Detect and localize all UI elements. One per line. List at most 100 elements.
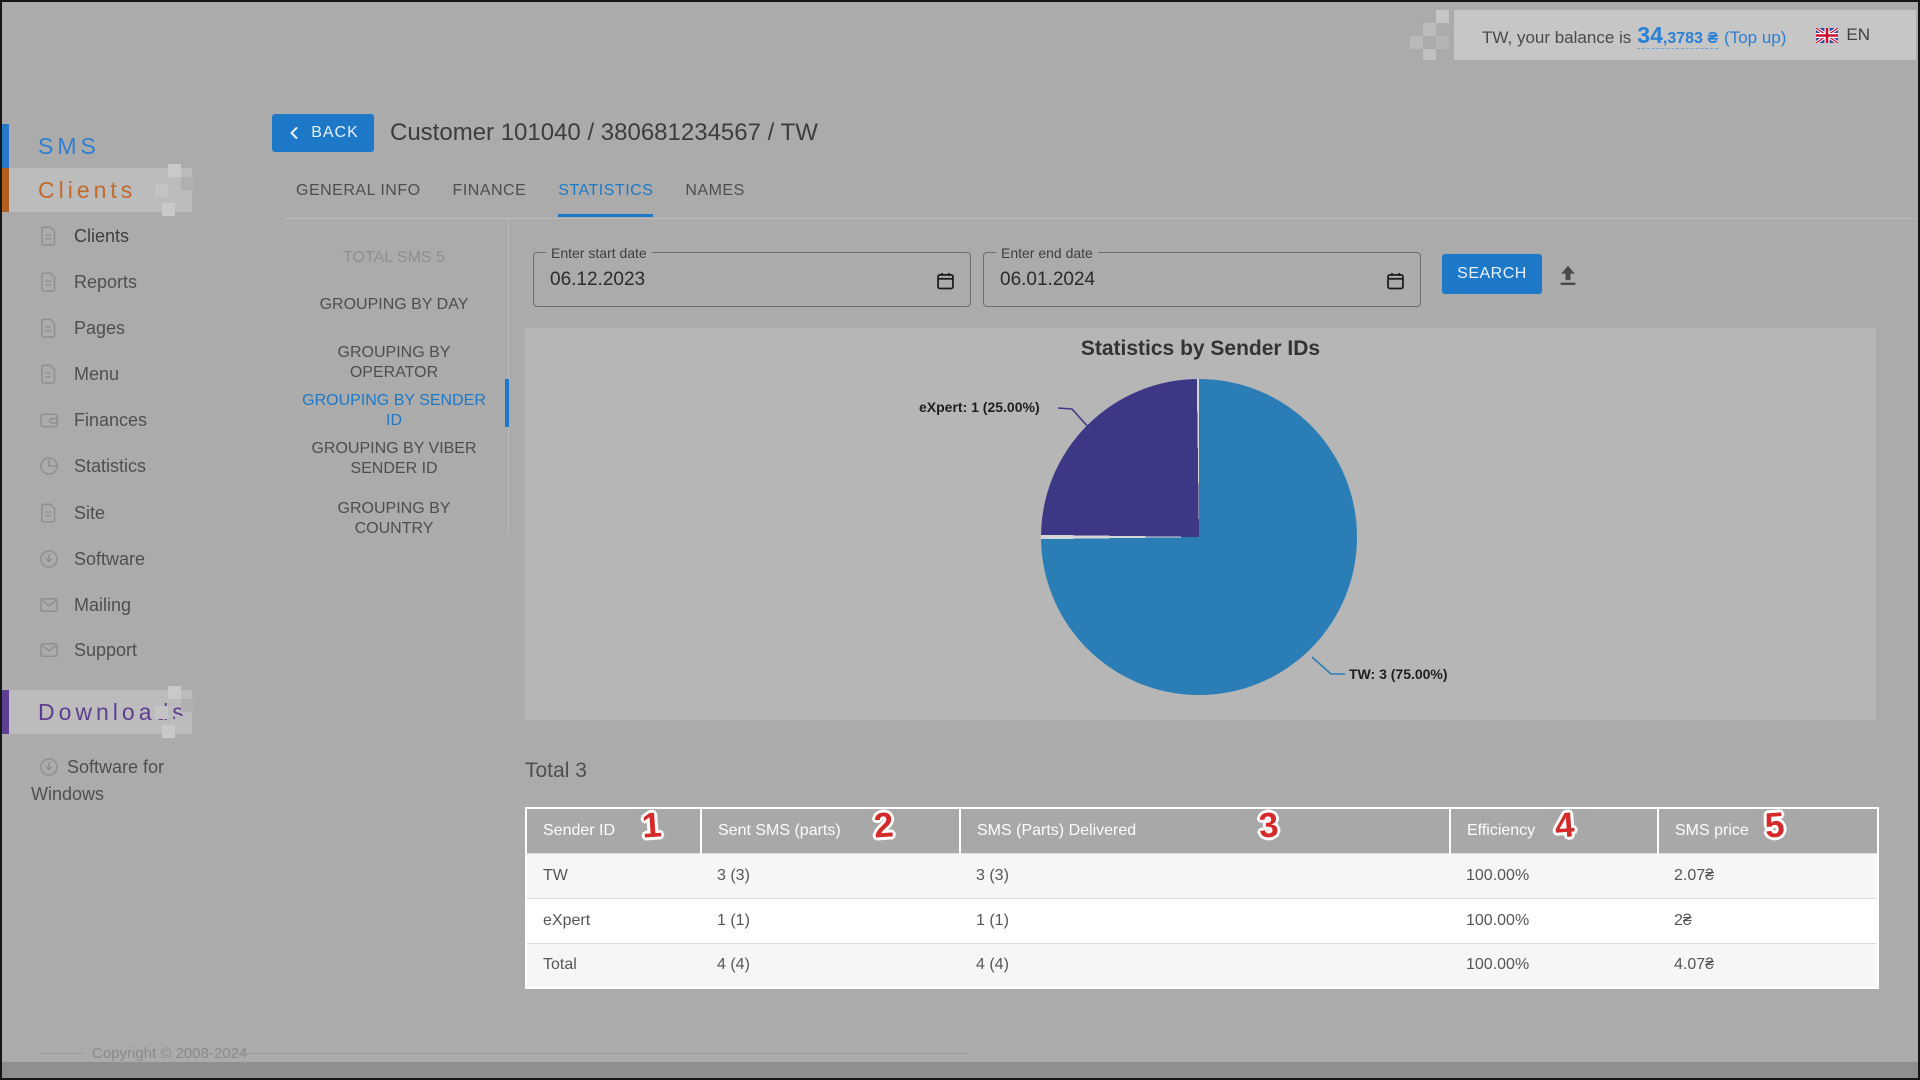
- annotation-badge-5: 5: [1764, 805, 1786, 846]
- sidebar-item-label: Mailing: [74, 595, 131, 616]
- end-date-input[interactable]: [1000, 253, 1330, 306]
- sidebar-item-site[interactable]: Site: [2, 490, 267, 536]
- col-sender-id: Sender ID1: [526, 808, 701, 853]
- sidebar-item-label: Software: [74, 549, 145, 570]
- sidebar-item-label: Statistics: [74, 456, 146, 477]
- tab-general-info[interactable]: GENERAL INFO: [296, 182, 421, 217]
- annotation-badge-1: 1: [641, 805, 663, 846]
- table-row: TW 3 (3) 3 (3) 100.00% 2.07₴: [526, 853, 1878, 898]
- annotation-badge-2: 2: [873, 805, 895, 846]
- table-total-label: Total 3: [525, 759, 587, 783]
- back-button[interactable]: BACK: [272, 114, 374, 152]
- balance-prefix: TW, your balance is: [1482, 28, 1631, 47]
- envelope-icon: [38, 594, 60, 616]
- statistics-table: Sender ID1 Sent SMS (parts)2 SMS (Parts)…: [525, 807, 1879, 989]
- sidebar-section-downloads[interactable]: Downloads: [2, 690, 192, 734]
- sidebar-item-menu[interactable]: Menu: [2, 351, 267, 397]
- subnav-grouping-by-country[interactable]: GROUPING BY COUNTRY: [301, 499, 487, 539]
- cell-price: 2.07₴: [1658, 853, 1878, 898]
- document-icon: [38, 363, 60, 385]
- sidebar-item-reports[interactable]: Reports: [2, 259, 267, 305]
- cell-efficiency: 100.00%: [1450, 898, 1658, 943]
- tab-statistics[interactable]: STATISTICS: [558, 182, 653, 217]
- wallet-icon: [38, 409, 60, 431]
- sidebar-item-finances[interactable]: Finances: [2, 397, 267, 443]
- pie-leader-lines: [525, 328, 1876, 720]
- sidebar-item-pages[interactable]: Pages: [2, 305, 267, 351]
- end-date-field: Enter end date: [983, 252, 1421, 307]
- document-icon: [38, 502, 60, 524]
- balance-fraction: ,3783 ₴: [1663, 30, 1718, 47]
- sidebar-item-support[interactable]: Support: [2, 627, 267, 673]
- sidebar-section-sms[interactable]: SMS: [2, 124, 192, 168]
- col-efficiency: Efficiency4: [1450, 808, 1658, 853]
- table-row-total: Total 4 (4) 4 (4) 100.00% 4.07₴: [526, 943, 1878, 988]
- document-icon: [38, 317, 60, 339]
- sidebar-item-software[interactable]: Software: [2, 536, 267, 582]
- downloads-accent-bar: [2, 690, 9, 734]
- start-date-field: Enter start date: [533, 252, 971, 307]
- calendar-icon[interactable]: [935, 270, 956, 292]
- search-button[interactable]: SEARCH: [1442, 254, 1542, 294]
- subnav-divider: [508, 219, 509, 534]
- topbar: TW, your balance is 34,3783 ₴ (Top up) EN: [1454, 10, 1916, 60]
- sidebar-section-label: Clients: [38, 177, 136, 204]
- subnav-total-sms: TOTAL SMS 5: [301, 248, 487, 268]
- cell-sent: 1 (1): [701, 898, 960, 943]
- subnav-grouping-by-operator[interactable]: GROUPING BY OPERATOR: [301, 343, 487, 383]
- subnav-grouping-by-day[interactable]: GROUPING BY DAY: [301, 295, 487, 315]
- pie-label-expert: eXpert: 1 (25.00%): [919, 399, 1040, 415]
- sidebar-section-label: SMS: [38, 133, 100, 160]
- document-icon: [38, 225, 60, 247]
- cell-delivered: 3 (3): [960, 853, 1450, 898]
- cell-delivered: 1 (1): [960, 898, 1450, 943]
- table-header-row: Sender ID1 Sent SMS (parts)2 SMS (Parts)…: [526, 808, 1878, 853]
- language-selector[interactable]: EN: [1816, 25, 1870, 45]
- col-sms-price: SMS price5: [1658, 808, 1878, 853]
- tab-bar: GENERAL INFO FINANCE STATISTICS NAMES: [296, 182, 745, 217]
- cell-price: 4.07₴: [1658, 943, 1878, 988]
- annotation-badge-4: 4: [1554, 805, 1576, 846]
- tabs-divider: [285, 218, 1916, 219]
- cell-sender: TW: [526, 853, 701, 898]
- app-window: TW, your balance is34,3783 ₴(Top up) EN …: [0, 0, 1920, 1080]
- chevron-left-icon: [287, 125, 301, 141]
- cell-sender: eXpert: [526, 898, 701, 943]
- export-button[interactable]: [1555, 260, 1585, 290]
- pie-chart-icon: [38, 455, 60, 477]
- envelope-icon: [38, 639, 60, 661]
- sidebar-item-clients[interactable]: Clients: [2, 213, 267, 259]
- download-icon: [38, 548, 60, 570]
- page-title: Customer 101040 / 380681234567 / TW: [390, 119, 818, 147]
- sidebar-section-clients[interactable]: Clients: [2, 168, 192, 212]
- sidebar-item-label: Reports: [74, 272, 137, 293]
- cell-sent: 3 (3): [701, 853, 960, 898]
- balance-text: TW, your balance is 34,3783 ₴ (Top up): [1482, 22, 1786, 49]
- col-sms-delivered: SMS (Parts) Delivered3: [960, 808, 1450, 853]
- footer-divider: [40, 1053, 84, 1054]
- sms-accent-bar: [2, 124, 9, 168]
- sidebar-item-label: Clients: [74, 226, 129, 247]
- copyright-text: Copyright © 2008-2024: [92, 1045, 247, 1062]
- sidebar-item-mailing[interactable]: Mailing: [2, 582, 267, 628]
- cell-sent: 4 (4): [701, 943, 960, 988]
- sidebar-item-statistics[interactable]: Statistics: [2, 443, 267, 489]
- subnav-grouping-by-sender-id[interactable]: GROUPING BY SENDER ID: [301, 391, 487, 431]
- pie-label-tw: TW: 3 (75.00%): [1349, 666, 1448, 682]
- sidebar-item-label: Site: [74, 503, 105, 524]
- sidebar-item-software-for-windows[interactable]: Software for Windows: [31, 754, 196, 808]
- footer-divider: [228, 1053, 968, 1054]
- tab-finance[interactable]: FINANCE: [453, 182, 527, 217]
- subnav-grouping-by-viber-sender-id[interactable]: GROUPING BY VIBER SENDER ID: [301, 439, 487, 479]
- language-label: EN: [1846, 25, 1870, 45]
- col-sent-sms: Sent SMS (parts)2: [701, 808, 960, 853]
- tab-names[interactable]: NAMES: [685, 182, 744, 217]
- table-row: eXpert 1 (1) 1 (1) 100.00% 2₴: [526, 898, 1878, 943]
- start-date-input[interactable]: [550, 253, 880, 306]
- balance-amount-link[interactable]: 34,3783 ₴: [1637, 28, 1718, 49]
- calendar-icon[interactable]: [1385, 270, 1406, 292]
- back-button-label: BACK: [311, 124, 359, 142]
- sidebar-item-label: Finances: [74, 410, 147, 431]
- topup-link[interactable]: (Top up): [1724, 28, 1786, 47]
- sidebar-section-label: Downloads: [38, 699, 188, 726]
